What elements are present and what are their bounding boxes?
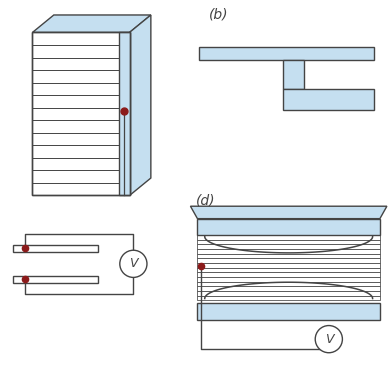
Bar: [197, 286, 380, 291]
Bar: [13, 245, 99, 252]
Circle shape: [315, 326, 343, 353]
Text: V: V: [325, 333, 333, 346]
Bar: [197, 240, 380, 244]
Bar: [197, 277, 380, 282]
Bar: [197, 267, 380, 272]
Bar: [197, 258, 380, 263]
Polygon shape: [129, 15, 151, 196]
Text: V: V: [129, 257, 138, 270]
Bar: [197, 249, 380, 254]
Bar: [118, 32, 129, 196]
Bar: [197, 291, 380, 296]
Polygon shape: [32, 15, 151, 32]
Polygon shape: [190, 206, 387, 219]
Bar: [32, 32, 129, 196]
Bar: [197, 244, 380, 249]
Bar: [283, 59, 304, 89]
Bar: [283, 89, 374, 110]
Bar: [197, 254, 380, 258]
Bar: [197, 263, 380, 267]
Bar: [197, 272, 380, 277]
Bar: [197, 282, 380, 286]
Text: (d): (d): [196, 194, 215, 208]
Bar: [32, 32, 129, 196]
Bar: [197, 296, 380, 300]
Bar: [13, 276, 99, 283]
Bar: [197, 303, 380, 320]
Bar: [197, 235, 380, 240]
Circle shape: [120, 250, 147, 278]
Bar: [197, 219, 380, 235]
Bar: [199, 47, 374, 59]
Text: (b): (b): [209, 7, 229, 21]
